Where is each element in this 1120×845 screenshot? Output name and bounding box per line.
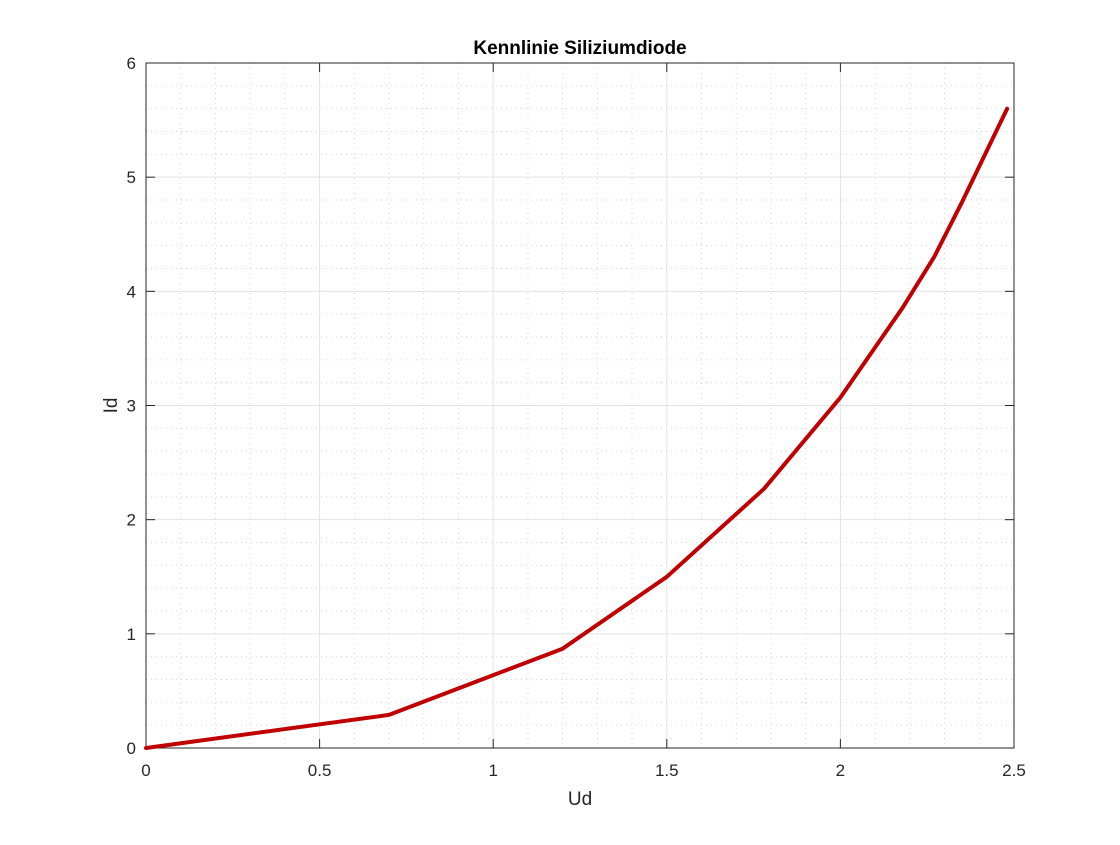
x-tick-label: 0: [141, 761, 150, 780]
x-tick-label: 2.5: [1002, 761, 1026, 780]
x-axis-ticks: 0 0.5 1 1.5 2 2.5: [141, 63, 1026, 780]
y-tick-label: 0: [127, 739, 136, 758]
y-axis-ticks: 0 1 2 3 4 5 6: [127, 54, 1014, 758]
x-axis-label: Ud: [568, 789, 592, 810]
y-tick-label: 3: [127, 397, 136, 416]
series-layer: [144, 106, 1010, 750]
y-tick-label: 1: [127, 625, 136, 644]
x-tick-label: 2: [836, 761, 845, 780]
x-tick-label: 0.5: [308, 761, 332, 780]
x-tick-label: 1: [488, 761, 497, 780]
y-tick-label: 4: [127, 282, 136, 301]
y-tick-label: 5: [127, 168, 136, 187]
x-tick-label: 1.5: [655, 761, 679, 780]
series-line: [144, 106, 1010, 750]
y-axis-label: Id: [101, 398, 122, 414]
y-tick-label: 6: [127, 54, 136, 73]
chart-title: Kennlinie Siliziumdiode: [473, 38, 686, 59]
y-tick-label: 2: [127, 511, 136, 530]
